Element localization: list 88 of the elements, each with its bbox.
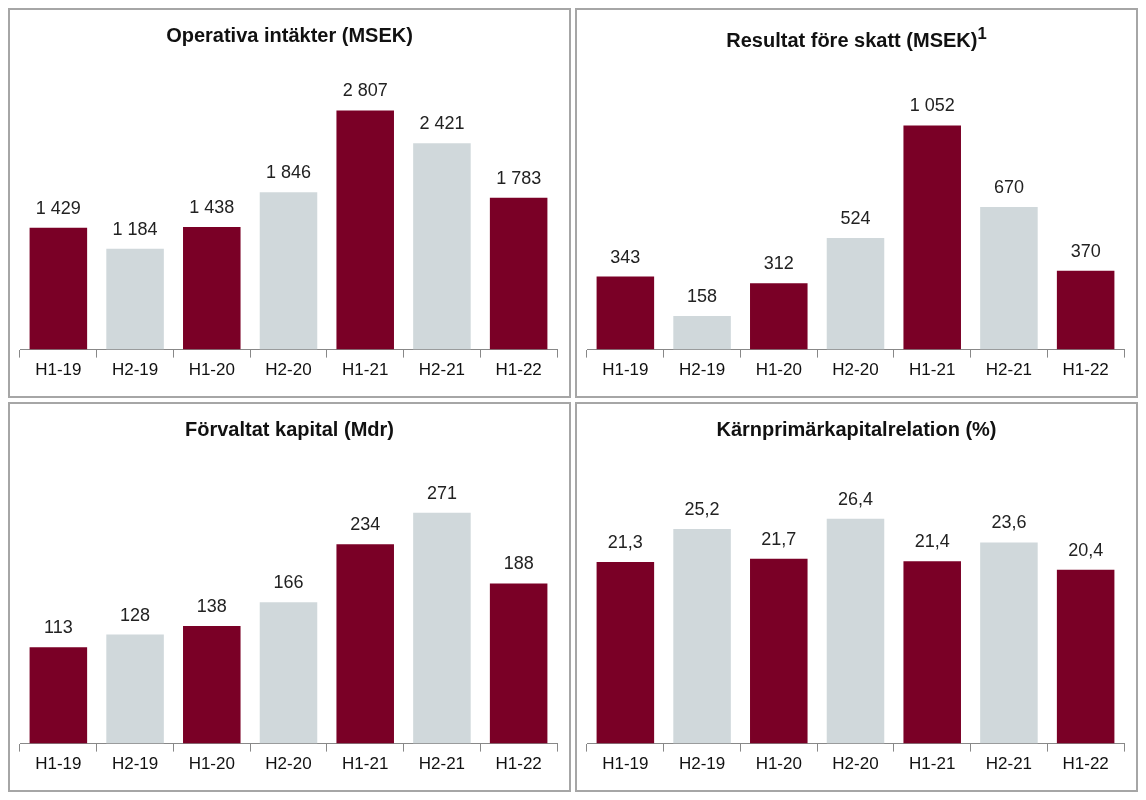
- data-label: 2 421: [419, 113, 465, 134]
- x-tick-label: H2-19: [678, 360, 726, 380]
- x-tick-label: H1-22: [1062, 360, 1109, 380]
- x-tick-label: H1-21: [909, 360, 956, 380]
- chart-title: Operativa intäkter (MSEK): [165, 24, 414, 48]
- x-tick-label: H2-20: [832, 360, 879, 380]
- bar: [673, 528, 731, 744]
- bar: [29, 647, 88, 744]
- data-label: 1 429: [35, 197, 81, 218]
- bar: [489, 583, 548, 744]
- data-label: 271: [426, 482, 457, 503]
- data-label: 128: [120, 604, 151, 625]
- bar: [596, 276, 655, 350]
- x-tick-label: H2-20: [265, 360, 312, 380]
- bar: [106, 248, 164, 350]
- bar: [1056, 569, 1115, 744]
- data-label: 1 783: [496, 167, 542, 188]
- data-label: 138: [196, 595, 227, 616]
- bar: [29, 227, 88, 350]
- bar: [903, 561, 961, 744]
- bar: [183, 227, 241, 350]
- data-label: 524: [840, 207, 871, 228]
- chart-title: Förvaltat kapital (Mdr): [184, 418, 395, 442]
- bar: [903, 125, 961, 350]
- bar: [259, 192, 318, 350]
- x-tick-label: H2-19: [111, 360, 159, 380]
- x-tick-label: H2-21: [418, 754, 466, 774]
- x-tick-label: H1-21: [342, 360, 389, 380]
- x-tick-label: H2-20: [832, 754, 879, 774]
- x-tick-label: H1-19: [35, 360, 82, 380]
- x-tick-label: H1-19: [602, 360, 649, 380]
- data-label: 234: [350, 514, 381, 535]
- data-label: 21,3: [607, 532, 643, 553]
- x-tick-label: H1-19: [35, 754, 82, 774]
- bar: [1056, 270, 1115, 350]
- bar: [980, 542, 1038, 744]
- data-label: 370: [1070, 240, 1101, 261]
- data-label: 23,6: [991, 512, 1027, 533]
- bar: [336, 544, 394, 744]
- x-tick-label: H1-20: [188, 754, 235, 774]
- data-label: 21,4: [914, 531, 950, 552]
- data-label: 166: [273, 572, 304, 593]
- x-tick-label: H1-22: [1062, 754, 1109, 774]
- bar: [826, 518, 885, 744]
- bar: [106, 634, 164, 744]
- x-tick-label: H1-20: [188, 360, 235, 380]
- x-tick-label: H2-21: [418, 360, 466, 380]
- x-tick-label: H1-21: [342, 754, 389, 774]
- data-label: 343: [610, 246, 641, 267]
- x-tick-label: H1-20: [755, 360, 802, 380]
- data-label: 1 052: [909, 95, 955, 116]
- bar: [259, 602, 318, 744]
- data-label: 25,2: [684, 498, 720, 519]
- data-label: 26,4: [837, 488, 874, 509]
- bar: [596, 562, 655, 744]
- chart-title: Resultat före skatt (MSEK)$^{1}$: [725, 24, 988, 53]
- bar: [980, 206, 1038, 350]
- x-tick-label: H1-22: [495, 754, 542, 774]
- x-tick-label: H2-20: [265, 754, 312, 774]
- bar: [750, 558, 808, 744]
- data-label: 158: [687, 285, 718, 306]
- data-label: 670: [993, 176, 1024, 197]
- data-label: 1 846: [265, 162, 312, 183]
- data-label: 21,7: [761, 528, 797, 549]
- bar: [413, 512, 471, 744]
- x-tick-label: H1-21: [909, 754, 956, 774]
- data-label: 312: [763, 253, 794, 274]
- x-tick-label: H2-19: [111, 754, 159, 774]
- x-tick-label: H2-21: [985, 754, 1033, 774]
- bar: [750, 283, 808, 350]
- chart-title: Kärnprimärkapitalrelation (%): [715, 418, 998, 442]
- bar: [183, 626, 241, 744]
- data-label: 1 438: [189, 197, 235, 218]
- bar: [336, 110, 394, 350]
- x-tick-label: H2-19: [678, 754, 726, 774]
- bar: [826, 237, 885, 350]
- x-tick-label: H1-20: [755, 754, 802, 774]
- data-label: 188: [503, 553, 534, 574]
- data-label: 113: [44, 617, 73, 638]
- data-label: 1 184: [112, 218, 158, 239]
- data-label: 2 807: [342, 80, 388, 101]
- bar: [673, 315, 731, 350]
- x-tick-label: H1-19: [602, 754, 649, 774]
- bar: [489, 197, 548, 350]
- bar: [413, 143, 471, 350]
- x-tick-label: H1-22: [495, 360, 542, 380]
- x-tick-label: H2-21: [985, 360, 1033, 380]
- data-label: 20,4: [1068, 539, 1104, 560]
